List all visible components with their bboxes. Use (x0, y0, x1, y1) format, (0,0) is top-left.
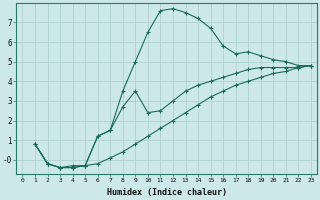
X-axis label: Humidex (Indice chaleur): Humidex (Indice chaleur) (107, 188, 227, 197)
